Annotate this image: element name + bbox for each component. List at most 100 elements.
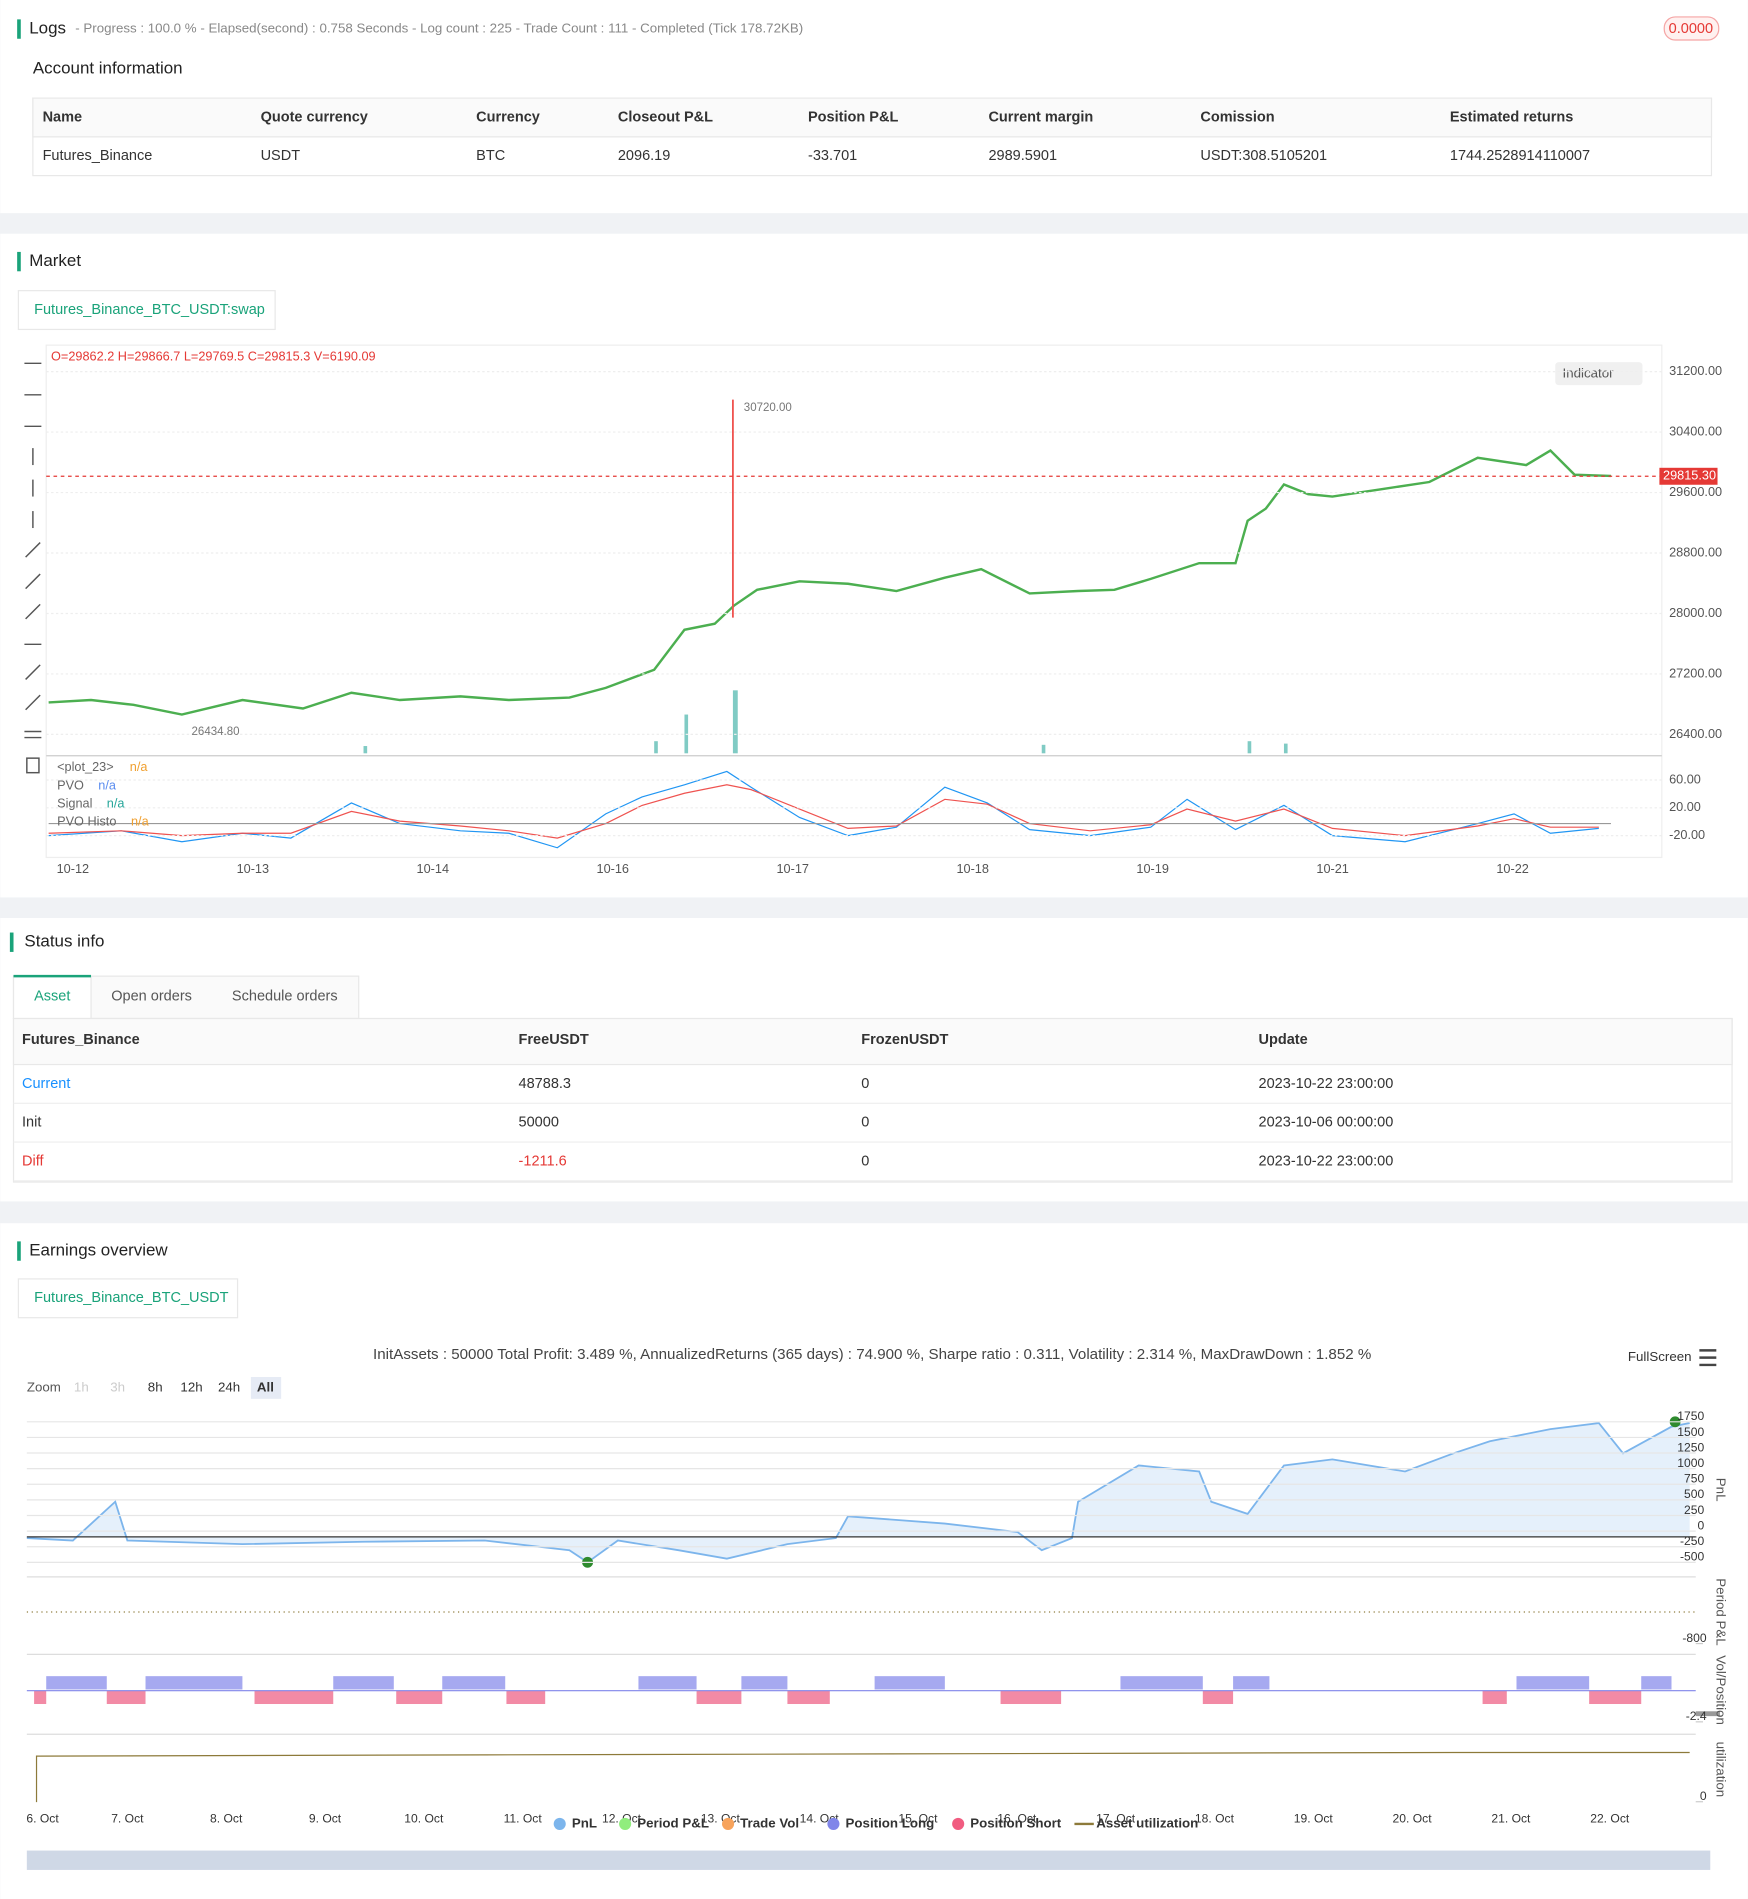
column-header: Estimated returns	[1450, 109, 1573, 125]
section-title: Logs	[29, 19, 66, 38]
column-header: Name	[43, 109, 83, 125]
x-tick-label: 15. Oct	[898, 1811, 938, 1825]
table-header	[32, 97, 1713, 138]
table-header	[12, 1017, 1733, 1066]
legend-label[interactable]: Trade Vol	[740, 1815, 799, 1830]
x-tick-label: 21. Oct	[1491, 1811, 1531, 1825]
zoom-label: Zoom	[27, 1379, 61, 1394]
x-tick-label: 17. Oct	[1096, 1811, 1136, 1825]
y-tick-label: 1750	[1677, 1409, 1704, 1423]
legend-symbol	[619, 1817, 632, 1830]
column-header: Closeout P&L	[618, 109, 713, 125]
table-cell: USDT:308.5105201	[1200, 148, 1327, 164]
tab-label: Futures_Binance_BTC_USDT:swap	[34, 302, 265, 318]
column-header: Comission	[1200, 109, 1274, 125]
x-tick-label: 7. Oct	[111, 1811, 144, 1825]
badge-text: 0.0000	[1669, 21, 1713, 37]
section-title: Market	[29, 251, 81, 270]
table-cell: 2023-10-06 00:00:00	[1259, 1115, 1394, 1131]
utilization-path	[35, 1751, 1690, 1803]
tab[interactable]	[17, 1278, 239, 1319]
badge	[1663, 16, 1720, 41]
indicator-button[interactable]	[1555, 362, 1643, 386]
x-tick-label: 10. Oct	[404, 1811, 444, 1825]
legend-symbol	[553, 1817, 566, 1830]
tab-label[interactable]: Asset	[34, 989, 70, 1005]
legend-value: n/a	[98, 777, 117, 792]
chart-summary: InitAssets : 50000 Total Profit: 3.489 %…	[373, 1346, 1371, 1363]
fullscreen-button[interactable]: FullScreen	[1628, 1349, 1692, 1364]
x-tick-label: 16. Oct	[997, 1811, 1037, 1825]
y-tick-label: 26400.00	[1669, 726, 1722, 741]
legend-value: n/a	[131, 814, 150, 829]
zoom-button[interactable]: 3h	[110, 1379, 125, 1394]
y-tick-label: 28800.00	[1669, 544, 1722, 559]
axis-title: Vol/Position	[1713, 1655, 1728, 1725]
table-cell: 0	[861, 1076, 869, 1092]
table-cell: Diff	[22, 1153, 44, 1169]
y-tick-label: 30400.00	[1669, 423, 1722, 438]
toolbar	[24, 362, 42, 774]
y-tick-label: -20.00	[1669, 827, 1705, 842]
y-tick-label: 27200.00	[1669, 665, 1722, 680]
x-tick-label: 10-12	[57, 861, 90, 876]
table-cell: 1744.2528914110007	[1450, 148, 1590, 164]
tab-label[interactable]: Schedule orders	[232, 989, 338, 1005]
zoom-button[interactable]: 1h	[74, 1379, 89, 1394]
legend-label[interactable]: Period P&L	[637, 1815, 709, 1830]
legend-name: PVO	[57, 777, 84, 792]
table-cell: 2096.19	[618, 148, 670, 164]
navigator[interactable]	[26, 1850, 1711, 1870]
legend-label[interactable]: Position Long	[846, 1815, 935, 1830]
column-header: Position P&L	[808, 109, 898, 125]
y-tick-label: 31200.00	[1669, 363, 1722, 378]
table-cell: BTC	[476, 148, 505, 164]
y-tick-label: 60.00	[1669, 771, 1701, 786]
axis-title: PnL	[1713, 1478, 1728, 1502]
tab[interactable]	[17, 290, 276, 331]
pnl-path	[26, 1422, 1690, 1564]
legend-label[interactable]: Asset utilization	[1096, 1815, 1198, 1830]
y-tick-label: 1500	[1677, 1425, 1704, 1439]
column-header: Quote currency	[261, 109, 368, 125]
axis-title: Period P&L	[1713, 1578, 1728, 1645]
table-cell: -33.701	[808, 148, 857, 164]
column-header: Current margin	[988, 109, 1093, 125]
y-tick-label: 29600.00	[1669, 484, 1722, 499]
icon	[1695, 1711, 1720, 1717]
y-tick-label: -250	[1680, 1534, 1705, 1548]
x-tick-label: 12. Oct	[602, 1811, 642, 1825]
y-tick-label: 1000	[1677, 1456, 1704, 1470]
legend-value: n/a	[130, 759, 149, 774]
axis-title: utilization	[1713, 1742, 1728, 1797]
column-header: FreeUSDT	[519, 1032, 589, 1048]
x-tick-label: 18. Oct	[1195, 1811, 1235, 1825]
column-header: Futures_Binance	[22, 1032, 140, 1048]
y-tick-label: -500	[1680, 1550, 1705, 1564]
zoom-button[interactable]: All	[257, 1379, 274, 1394]
x-tick-label: 10-16	[597, 861, 630, 876]
table-cell: 0	[861, 1153, 869, 1169]
zoom-button[interactable]: 24h	[218, 1379, 240, 1394]
tab-label[interactable]: Open orders	[111, 989, 192, 1005]
table-cell: -1211.6	[519, 1153, 567, 1169]
y-tick-label: 0	[1697, 1518, 1704, 1532]
y-tick-label: 250	[1684, 1503, 1704, 1517]
ohlc-text: O=29862.2 H=29866.7 L=29769.5 C=29815.3 …	[51, 349, 376, 364]
zoom-button[interactable]: 8h	[148, 1379, 163, 1394]
x-tick-label: 9. Oct	[309, 1811, 342, 1825]
zoom-button[interactable]: 12h	[180, 1379, 202, 1394]
legend-label[interactable]: Position Short	[970, 1815, 1062, 1830]
column-header: FrozenUSDT	[861, 1032, 948, 1048]
last-price-box	[1659, 467, 1718, 485]
last-price-label: 29815.30	[1663, 468, 1716, 483]
indicator-label: Indicator	[1563, 366, 1615, 381]
section-title: Earnings overview	[29, 1241, 168, 1260]
table-cell: 2989.5901	[988, 148, 1057, 164]
legend-symbol	[952, 1817, 965, 1830]
legend-label[interactable]: PnL	[572, 1815, 597, 1830]
legend-name: <plot_23>	[57, 759, 114, 774]
y-tick-label: 500	[1684, 1487, 1704, 1501]
y-tick-label: 28000.00	[1669, 605, 1722, 620]
